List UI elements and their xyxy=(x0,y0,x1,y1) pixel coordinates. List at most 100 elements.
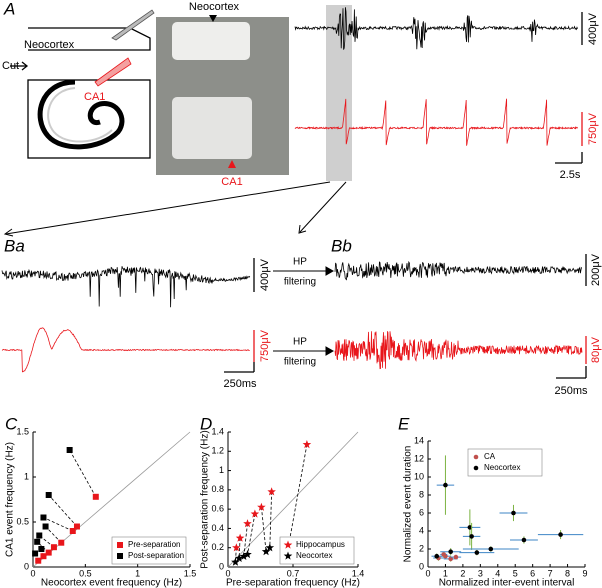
panel-label: E xyxy=(398,414,410,433)
point xyxy=(469,534,474,539)
point xyxy=(58,539,65,546)
panel-label: A xyxy=(3,0,15,18)
scale-label: 2.5s xyxy=(560,169,581,181)
x-tick-label: 4 xyxy=(495,568,500,578)
y-tick-label: 10 xyxy=(414,471,424,481)
zoom-lines xyxy=(3,181,347,237)
point xyxy=(265,543,275,552)
trace xyxy=(294,98,578,146)
point xyxy=(261,547,271,556)
y-tick-label: 6 xyxy=(419,507,424,517)
y-tick-label: 1 xyxy=(24,471,29,481)
legend-label: CA xyxy=(484,452,496,461)
panel-label: Ba xyxy=(4,236,25,255)
y-tick-label: 14 xyxy=(414,435,424,445)
point xyxy=(34,538,41,545)
point xyxy=(511,510,516,516)
panel-label: D xyxy=(200,414,212,433)
photo-block xyxy=(172,22,250,60)
pair-link xyxy=(247,513,256,555)
y-axis-label: Normalized event duration xyxy=(403,446,414,563)
x-tick-label: 1.4 xyxy=(352,568,365,578)
legend-label: Neocortex xyxy=(296,551,332,560)
point xyxy=(235,533,245,542)
x-tick-label: 1 xyxy=(443,568,448,578)
legend-marker xyxy=(117,553,123,559)
electrode xyxy=(94,57,132,87)
scale-bars xyxy=(224,12,587,379)
point xyxy=(45,492,52,498)
point xyxy=(50,544,57,551)
x-tick-label: 5 xyxy=(513,568,518,578)
legend-label: Hippocampus xyxy=(296,540,345,549)
x-tick-label: 9 xyxy=(582,568,587,578)
legend-label: Post-separation xyxy=(128,551,184,560)
electrode xyxy=(111,9,155,41)
scale-label: 400μV xyxy=(587,12,599,45)
x-tick-label: 3 xyxy=(478,568,483,578)
scale-label: 750μV xyxy=(587,112,599,145)
x-tick-label: 0.7 xyxy=(287,568,300,578)
legend-label: Pre-separation xyxy=(128,540,180,549)
point xyxy=(441,552,447,557)
scale-label: 250ms xyxy=(554,385,588,397)
y-tick-label: 0.8 xyxy=(211,484,224,494)
x-tick-label: 2 xyxy=(460,568,465,578)
scale-label: 250ms xyxy=(223,378,257,390)
filter-label: HP xyxy=(293,257,307,268)
y-tick-label: 0 xyxy=(219,561,224,571)
marker xyxy=(209,15,217,22)
y-tick-label: 0.6 xyxy=(211,504,224,514)
x-tick-label: 7 xyxy=(548,568,553,578)
point xyxy=(40,553,47,560)
legend-box xyxy=(279,536,355,565)
trace xyxy=(334,331,583,370)
point xyxy=(267,487,276,496)
filter-label: filtering xyxy=(284,357,316,368)
x-tick-label: 6 xyxy=(530,568,535,578)
pair-link xyxy=(45,526,62,543)
x-tick-label: 8 xyxy=(565,568,570,578)
diagram-label: Neocortex xyxy=(24,39,75,51)
point xyxy=(558,532,563,537)
y-tick-label: 1.5 xyxy=(16,426,29,436)
x-tick-label: 0 xyxy=(425,568,430,578)
point xyxy=(92,493,99,500)
scale-label: 200μV xyxy=(590,253,602,286)
x-tick-label: 1 xyxy=(135,568,140,578)
point xyxy=(32,550,39,557)
filter-arrows xyxy=(273,266,335,356)
legend-marker xyxy=(117,542,123,548)
slice-diagram xyxy=(10,27,151,159)
point xyxy=(234,553,244,562)
point xyxy=(302,440,312,449)
point xyxy=(488,546,494,552)
point xyxy=(40,514,47,521)
panel-label: Bb xyxy=(331,236,352,255)
point xyxy=(239,551,249,560)
point xyxy=(448,556,453,562)
x-axis-label: Normalized inter-event interval xyxy=(439,578,575,588)
legend-marker xyxy=(473,454,479,460)
point xyxy=(467,525,473,530)
y-tick-label: 0.4 xyxy=(211,523,224,533)
legend-marker xyxy=(473,465,479,471)
y-tick-label: 0 xyxy=(419,561,424,571)
filter-label: HP xyxy=(293,337,307,348)
pair-link xyxy=(43,517,73,532)
x-tick-label: 0 xyxy=(30,568,35,578)
scale-label: 750μV xyxy=(259,329,271,362)
point xyxy=(443,482,448,488)
point xyxy=(232,543,241,552)
point xyxy=(36,532,43,539)
pair-link xyxy=(48,494,78,527)
point xyxy=(66,447,73,453)
y-axis-label: CA1 event frequency (Hz) xyxy=(5,442,16,557)
panel-label: C xyxy=(5,414,18,433)
trace xyxy=(1,327,250,373)
y-tick-label: 2 xyxy=(419,543,424,553)
y-tick-label: 1.2 xyxy=(211,446,224,456)
scale-label: 400μV xyxy=(259,258,271,291)
x-axis-label: Pre-separation frequency (Hz) xyxy=(226,578,360,588)
